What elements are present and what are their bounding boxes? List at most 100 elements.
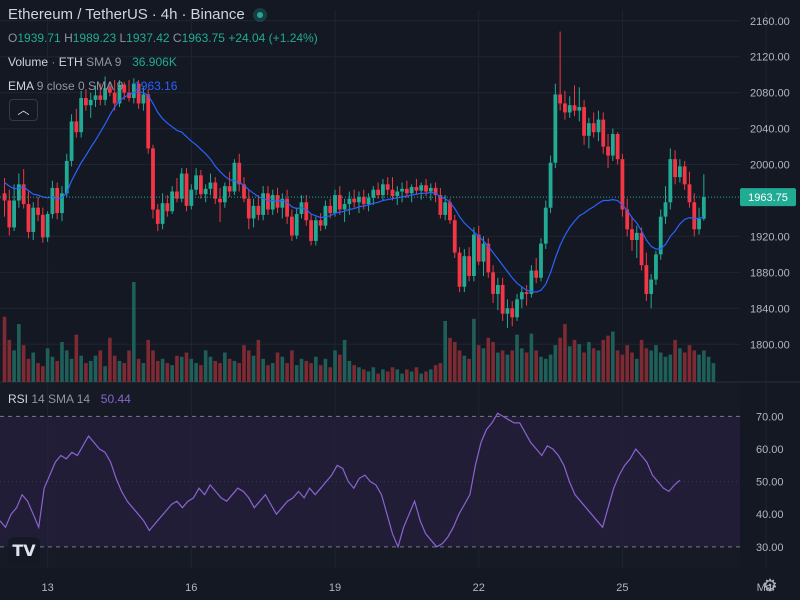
- candle-body: [165, 203, 170, 212]
- volume-bar: [409, 371, 414, 382]
- ema-params: 9 close 0 SMA 9: [36, 79, 124, 93]
- volume-bar: [88, 360, 93, 382]
- candle-body: [539, 243, 543, 278]
- candle-body: [366, 197, 371, 205]
- candle-body: [663, 202, 668, 217]
- candle-body: [337, 195, 342, 210]
- candle-body: [591, 123, 596, 133]
- time-tick-label: 16: [185, 582, 197, 594]
- candle-body: [448, 202, 452, 221]
- symbol-title[interactable]: Ethereum / TetherUS · 4h · Binance: [8, 6, 267, 23]
- candle-body: [151, 148, 155, 210]
- time-tick-label: 13: [41, 582, 53, 594]
- ema-legend[interactable]: EMA 9 close 0 SMA 9 1963.16: [8, 79, 177, 93]
- candle-body: [7, 200, 12, 228]
- candle-body: [438, 195, 443, 215]
- volume-bar: [706, 356, 711, 382]
- candle-body: [198, 175, 203, 195]
- volume-bar: [208, 356, 213, 382]
- candle-body: [443, 202, 448, 215]
- volume-bar: [658, 352, 663, 382]
- volume-bar: [601, 339, 606, 382]
- volume-bar: [189, 358, 194, 382]
- candle-body: [179, 173, 184, 199]
- gear-icon[interactable]: ⚙: [762, 576, 778, 595]
- volume-bar: [60, 342, 64, 382]
- candle-body: [697, 218, 701, 230]
- volume-bar: [543, 358, 548, 382]
- volume-bar: [663, 356, 668, 382]
- candle-body: [361, 196, 366, 205]
- rsi-legend[interactable]: RSI 14 SMA 14 50.44: [8, 392, 131, 406]
- volume-layer: [2, 282, 716, 382]
- volume-bar: [529, 333, 534, 382]
- volume-bar: [567, 346, 572, 382]
- volume-bar: [361, 369, 366, 382]
- rsi-tick-label: 40.00: [756, 509, 784, 521]
- volume-bar: [486, 337, 491, 382]
- volume-bar: [155, 360, 160, 382]
- volume-bar: [347, 360, 352, 382]
- volume-bar: [381, 369, 385, 382]
- volume-legend[interactable]: Volume · ETH SMA 9 36.906K: [8, 55, 177, 69]
- volume-bar: [611, 331, 615, 382]
- candle-body: [682, 166, 687, 185]
- volume-bar: [515, 334, 519, 382]
- volume-bar: [45, 348, 50, 382]
- candle-body: [515, 299, 519, 318]
- volume-bar: [146, 339, 150, 382]
- volume-bar: [199, 365, 203, 382]
- candle-body: [630, 229, 634, 241]
- volume-bar: [687, 345, 692, 382]
- candle-body: [457, 252, 462, 287]
- volume-bar: [98, 350, 103, 382]
- candle-body: [31, 207, 36, 232]
- candle-body: [112, 92, 117, 104]
- candle-body: [563, 103, 567, 113]
- tradingview-logo[interactable]: TV: [8, 537, 40, 565]
- candle-body: [189, 189, 194, 206]
- rsi-label: RSI: [8, 392, 29, 406]
- candle-body: [491, 272, 495, 294]
- high-value: 1989.23: [72, 31, 117, 45]
- volume-bar: [333, 350, 337, 382]
- volume-bar: [108, 337, 112, 382]
- volume-bar: [472, 318, 476, 382]
- candle-body: [495, 284, 500, 294]
- volume-bar: [639, 339, 644, 382]
- volume-bar: [261, 358, 265, 382]
- candle-body: [644, 265, 649, 294]
- candle-body: [433, 187, 438, 196]
- volume-bar: [352, 365, 356, 382]
- volume-bar: [548, 354, 553, 382]
- volume-bar: [323, 358, 328, 382]
- volume-bar: [452, 342, 457, 382]
- candle-body: [476, 234, 481, 262]
- candle-body: [294, 213, 299, 236]
- candle-body: [21, 184, 26, 205]
- volume-bar: [2, 316, 7, 382]
- candle-body: [381, 184, 385, 196]
- candle-body: [304, 202, 309, 221]
- volume-bar: [270, 363, 275, 382]
- candle-body: [146, 94, 151, 149]
- candle-body: [88, 99, 93, 106]
- candle-body: [357, 196, 361, 203]
- candle-body: [2, 193, 7, 201]
- candle-body: [615, 134, 620, 160]
- volume-bar: [476, 345, 481, 382]
- volume-bar: [630, 352, 634, 382]
- volume-bar: [668, 354, 673, 382]
- candle-body: [390, 189, 395, 196]
- volume-bar: [582, 352, 586, 382]
- volume-bar: [290, 350, 294, 382]
- candle-body: [481, 243, 486, 262]
- collapse-legend-button[interactable]: ︿: [9, 99, 38, 121]
- volume-bar: [122, 363, 127, 382]
- time-tick-label: Mar: [757, 582, 776, 594]
- rsi-layer: [0, 412, 681, 549]
- candle-body: [64, 160, 69, 194]
- candle-body: [419, 185, 424, 191]
